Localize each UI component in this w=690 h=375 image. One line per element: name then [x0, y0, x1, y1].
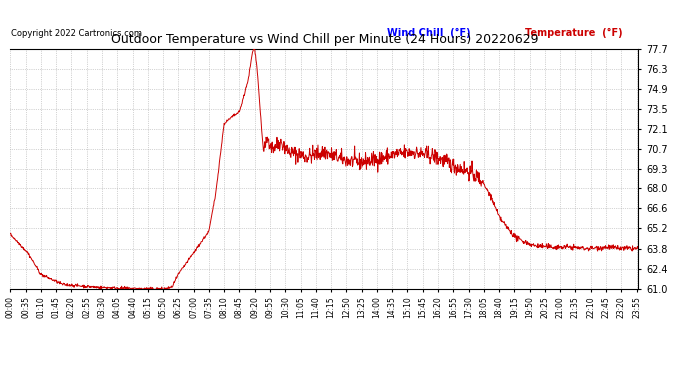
Title: Outdoor Temperature vs Wind Chill per Minute (24 Hours) 20220629: Outdoor Temperature vs Wind Chill per Mi… [110, 33, 538, 46]
Text: Wind Chill  (°F): Wind Chill (°F) [387, 28, 471, 38]
Text: Temperature  (°F): Temperature (°F) [525, 28, 623, 38]
Text: Copyright 2022 Cartronics.com: Copyright 2022 Cartronics.com [11, 29, 142, 38]
